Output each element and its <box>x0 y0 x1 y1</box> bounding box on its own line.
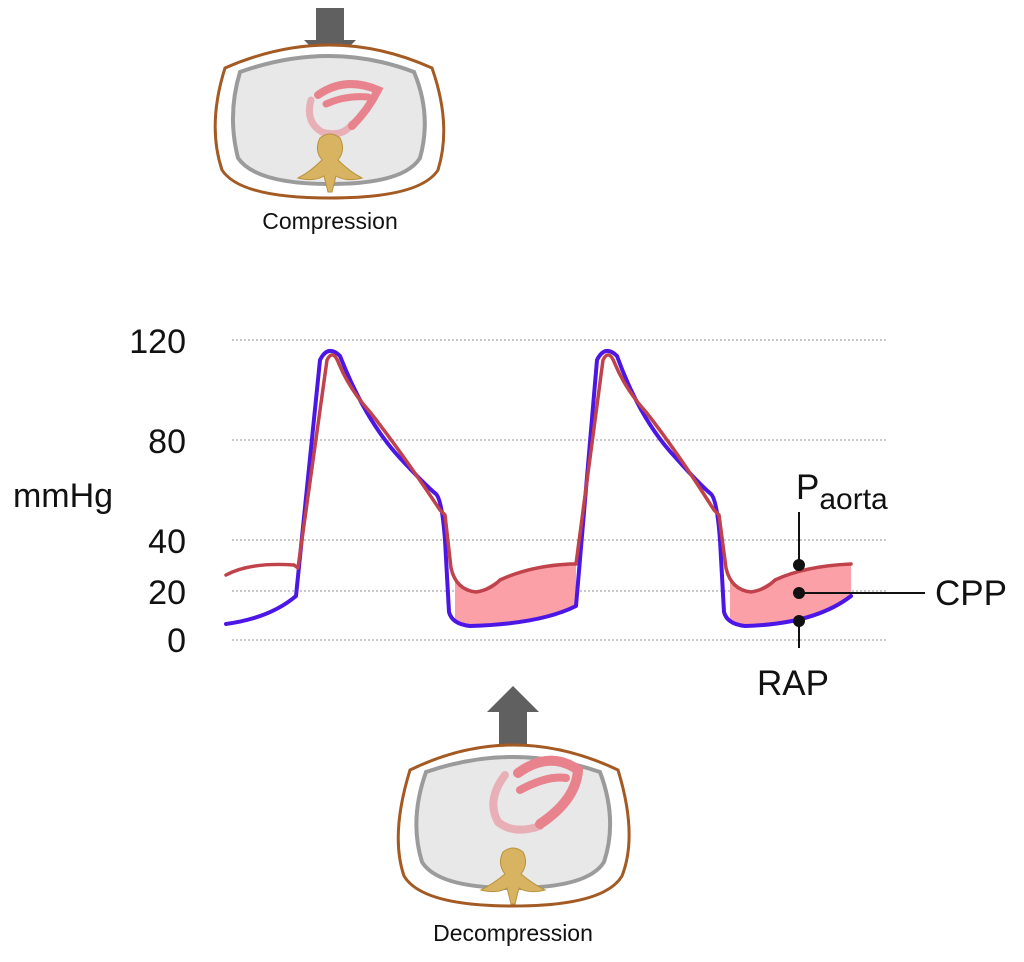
heart-compressed <box>305 80 384 138</box>
heart-expanded <box>489 755 584 834</box>
aortic-point <box>793 559 805 571</box>
tick-label-40: 40 <box>148 523 186 561</box>
aortic-label-subscript: aorta <box>819 483 888 516</box>
decompression-illustration: Decompression <box>396 686 631 946</box>
aortic-pressure-label: Paorta <box>796 468 888 516</box>
decompression-label: Decompression <box>433 920 593 946</box>
compression-illustration: Compression <box>213 8 446 234</box>
aortic-pressure-trace <box>224 353 853 594</box>
cpp-point <box>793 587 805 599</box>
cpp-label: CPP <box>935 574 1007 613</box>
rap-label: RAP <box>757 664 829 703</box>
aortic-label-main: P <box>796 468 819 507</box>
tick-label-0: 0 <box>167 622 186 660</box>
compression-label: Compression <box>262 208 398 234</box>
right-atrial-pressure-trace <box>224 348 853 628</box>
annotation-markers <box>793 512 925 648</box>
perfusion-area-1 <box>455 564 576 626</box>
tick-label-20: 20 <box>148 574 186 612</box>
pressure-chart: 120 80 40 20 0 mmHg Paorta CPP RAP <box>13 323 1007 703</box>
spine-compressed <box>296 133 364 193</box>
decompression-arrow <box>487 686 539 744</box>
tick-label-120: 120 <box>129 323 186 361</box>
spine-expanded <box>479 847 547 905</box>
y-axis-unit: mmHg <box>13 477 113 515</box>
perfusion-area-2 <box>730 564 851 626</box>
tick-label-80: 80 <box>148 423 186 461</box>
rap-point <box>793 615 805 627</box>
